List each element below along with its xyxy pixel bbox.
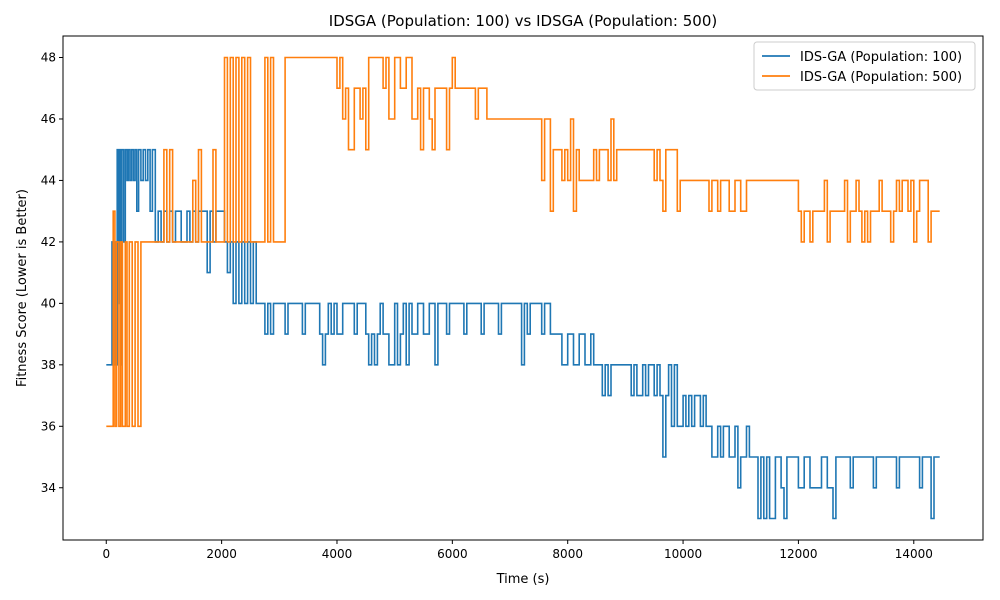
y-tick-label: 36: [41, 419, 56, 433]
y-tick-label: 48: [41, 51, 56, 65]
chart-title: IDSGA (Population: 100) vs IDSGA (Popula…: [329, 12, 717, 30]
x-axis-label: Time (s): [496, 572, 550, 587]
x-tick-label: 14000: [895, 547, 933, 561]
series-line-2: [106, 56, 940, 428]
x-tick-label: 8000: [552, 547, 583, 561]
y-tick-label: 42: [41, 235, 56, 249]
legend-label-2: IDS-GA (Population: 500): [800, 70, 962, 85]
y-tick-label: 34: [41, 481, 56, 495]
y-axis: 34 36 38 40 42 44 46 48: [41, 51, 63, 495]
x-tick-label: 0: [102, 547, 110, 561]
y-axis-label: Fitness Score (Lower is Better): [15, 189, 30, 387]
x-tick-label: 2000: [206, 547, 237, 561]
legend: IDS-GA (Population: 100) IDS-GA (Populati…: [753, 41, 976, 91]
x-tick-label: 4000: [322, 547, 353, 561]
y-tick-label: 38: [41, 358, 56, 372]
x-axis: 0 2000 4000 6000 8000 10000 12000 14000: [102, 540, 933, 561]
x-tick-label: 6000: [437, 547, 468, 561]
y-tick-label: 46: [41, 112, 56, 126]
x-tick-label: 10000: [664, 547, 702, 561]
y-tick-label: 44: [41, 173, 56, 187]
plot-frame: [62, 35, 984, 541]
x-tick-label: 12000: [779, 547, 817, 561]
legend-box: [753, 41, 976, 91]
legend-label-1: IDS-GA (Population: 100): [800, 50, 962, 65]
series-group: [106, 56, 940, 520]
y-tick-label: 40: [41, 296, 56, 310]
